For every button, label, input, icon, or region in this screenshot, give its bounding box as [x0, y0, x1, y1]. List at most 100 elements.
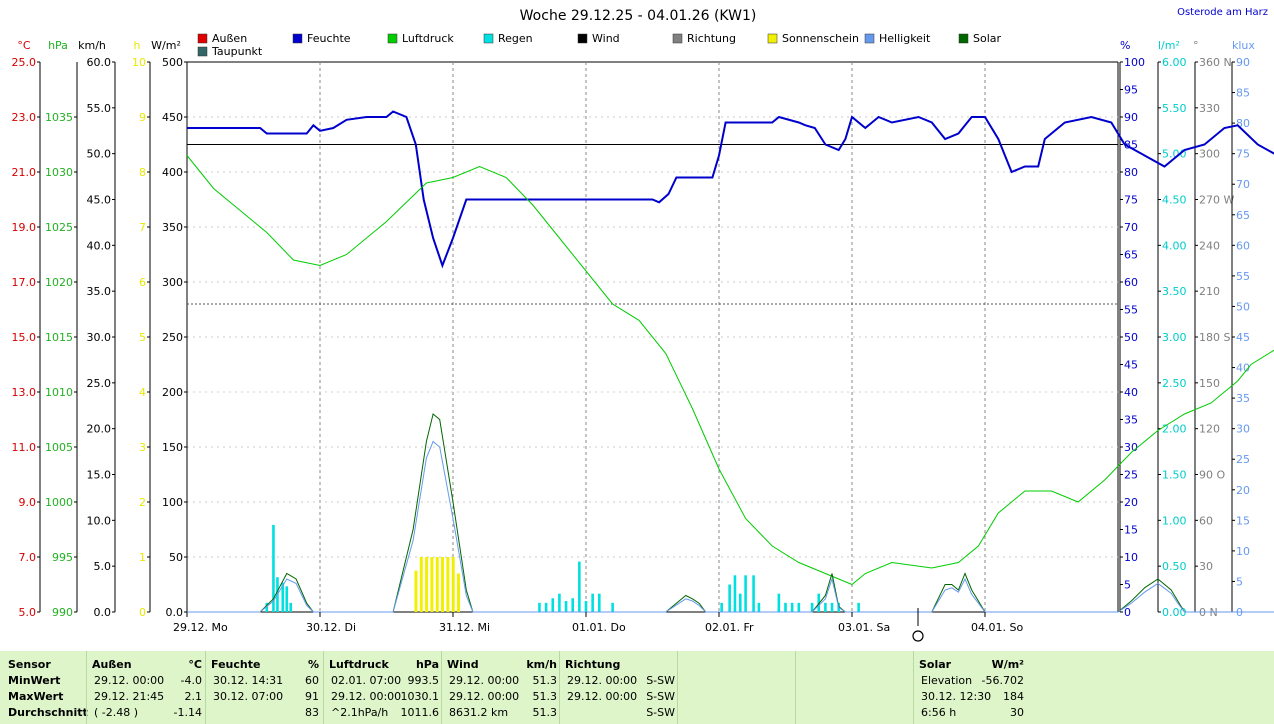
humidity-tick-label: 75: [1124, 194, 1138, 207]
x-tick-label: 01.01. Do: [572, 621, 626, 634]
wind-tick-label: 30.0: [87, 331, 112, 344]
regen-bar: [830, 602, 834, 612]
solar-tick-label: 250: [162, 331, 183, 344]
lux-tick-label: 60: [1236, 239, 1250, 252]
legend-swatch: [958, 33, 969, 44]
wind-tick-label: 15.0: [87, 469, 112, 482]
group-unit: W/m²: [991, 658, 1024, 671]
wind-tick-label: 0.0: [94, 606, 112, 619]
group-avg-value: 83: [305, 706, 319, 719]
temp-tick-label: 19.0: [12, 221, 37, 234]
sun-tick-label: 1: [139, 551, 146, 564]
rain-tick-label: 5.00: [1162, 148, 1187, 161]
legend-swatch: [197, 46, 208, 57]
humidity-tick-label: 60: [1124, 276, 1138, 289]
group-avg-label: ^2.1hPa/h: [331, 706, 389, 719]
humidity-tick-label: 0: [1124, 606, 1131, 619]
regen-bar: [281, 582, 285, 612]
pressure-tick-label: 995: [52, 551, 73, 564]
legend-label: Regen: [498, 32, 533, 45]
temp-tick-label: 5.0: [19, 606, 37, 619]
sun-axis-unit: h: [134, 39, 141, 52]
group-max-value: 1030.1: [400, 690, 440, 703]
humidity-tick-label: 25: [1124, 469, 1138, 482]
group-max-label: 29.12. 00:00: [567, 690, 638, 703]
sonnenschein-bar: [425, 557, 429, 612]
regen-bar: [720, 602, 723, 612]
table-divider: [86, 651, 87, 724]
direction-tick-label: 120: [1199, 423, 1220, 436]
row-label-header: Sensor: [8, 658, 51, 671]
lux-tick-label: 55: [1236, 270, 1250, 283]
regen-bar: [817, 593, 821, 612]
x-tick-label: 03.01. Sa: [838, 621, 890, 634]
regen-bar: [285, 586, 289, 612]
wind-tick-label: 20.0: [87, 423, 112, 436]
pressure-tick-label: 990: [52, 606, 73, 619]
group-min-value: -4.0: [180, 674, 202, 687]
axes: °C25.023.021.019.017.015.013.011.09.07.0…: [12, 39, 1256, 619]
time-cursor[interactable]: [912, 608, 924, 642]
pressure-tick-label: 1015: [45, 331, 73, 344]
regen-bar: [810, 602, 814, 612]
regen-bar: [584, 601, 588, 612]
rain-axis-unit: l/m²: [1158, 39, 1180, 52]
direction-tick-label: 300: [1199, 148, 1220, 161]
regen-bar: [578, 561, 581, 612]
legend-label: Luftdruck: [402, 32, 454, 45]
solar-axis-unit: W/m²: [151, 39, 181, 52]
regen-bar: [598, 593, 601, 612]
x-tick-label: 04.01. So: [971, 621, 1023, 634]
regen-bar: [544, 602, 548, 612]
feuchte-line: [187, 110, 1274, 269]
lux-tick-label: 45: [1236, 331, 1250, 344]
pressure-tick-label: 1000: [45, 496, 73, 509]
legend-swatch: [864, 33, 875, 44]
temp-axis-unit: °C: [17, 39, 31, 52]
row-label-min: MinWert: [8, 674, 61, 687]
legend-label: Solar: [973, 32, 1002, 45]
lux-tick-label: 90: [1236, 56, 1250, 69]
sun-tick-label: 6: [139, 276, 146, 289]
group-max-value: 184: [1003, 690, 1024, 703]
row-label-max: MaxWert: [8, 690, 64, 703]
legend-label: Wind: [592, 32, 620, 45]
legend-swatch: [387, 33, 398, 44]
table-divider: [441, 651, 442, 724]
regen-bar: [857, 602, 860, 612]
wind-tick-label: 35.0: [87, 285, 112, 298]
group-min-value: 51.3: [532, 674, 558, 687]
regen-bar: [272, 524, 275, 612]
humidity-tick-label: 85: [1124, 139, 1138, 152]
lux-tick-label: 20: [1236, 484, 1250, 497]
group-unit: hPa: [415, 658, 439, 671]
wind-tick-label: 40.0: [87, 239, 112, 252]
group-title: Richtung: [565, 658, 621, 671]
legend-label: Richtung: [687, 32, 736, 45]
station-label[interactable]: Osterode am Harz: [1177, 7, 1268, 18]
sun-tick-label: 4: [139, 386, 146, 399]
sonnenschein-bar: [435, 557, 439, 612]
solar-tick-label: 400: [162, 166, 183, 179]
stats-table: Sensor MinWert MaxWert Durchschnitt Außen °C 2…: [0, 651, 1274, 724]
regen-bar: [611, 602, 614, 612]
table-divider: [205, 651, 206, 724]
humidity-tick-label: 5: [1124, 579, 1131, 592]
regen-bar: [790, 602, 794, 612]
legend-swatch: [577, 33, 588, 44]
group-title: Außen: [92, 658, 132, 671]
group-max-value: S-SW: [646, 690, 675, 703]
pressure-tick-label: 1025: [45, 221, 73, 234]
plot-area: [186, 110, 1274, 613]
temp-tick-label: 25.0: [12, 56, 37, 69]
cursor-handle-icon[interactable]: [912, 630, 924, 642]
rain-tick-label: 4.00: [1162, 239, 1187, 252]
wind-axis-unit: km/h: [78, 39, 106, 52]
wind-tick-label: 50.0: [87, 148, 112, 161]
solar-tick-label: 300: [162, 276, 183, 289]
legend-label: Taupunkt: [211, 45, 263, 58]
group-min-label: 29.12. 00:00: [94, 674, 165, 687]
legend-label: Sonnenschein: [782, 32, 859, 45]
x-tick-label: 02.01. Fr: [705, 621, 754, 634]
regen-bar: [265, 602, 269, 612]
